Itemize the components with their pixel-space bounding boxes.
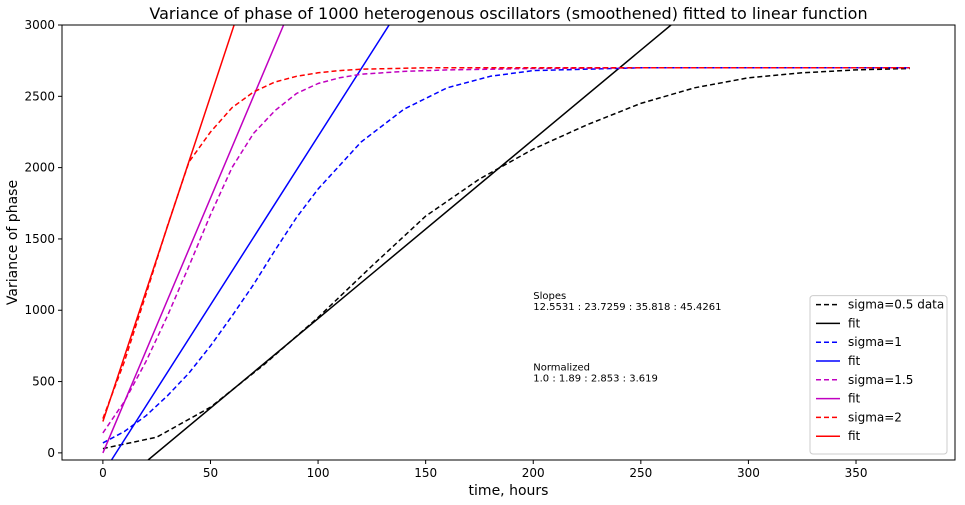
y-axis-title: Variance of phase [5, 180, 21, 305]
series-line-0 [102, 67, 910, 450]
series-line-5 [102, 25, 285, 454]
y-tick-label-2: 1000 [24, 303, 55, 317]
y-tick-label-4: 2000 [24, 161, 55, 175]
legend-label-4: sigma=1.5 [848, 373, 913, 387]
annotation-1-line-0: Normalized [533, 363, 590, 374]
y-tick-label-5: 2500 [24, 89, 55, 103]
legend-label-7: fit [848, 429, 861, 443]
legend-label-5: fit [848, 392, 861, 406]
series-line-2 [102, 67, 910, 444]
series-line-4 [102, 67, 910, 434]
legend-label-0: sigma=0.5 data [848, 298, 944, 312]
y-tick-label-0: 0 [47, 446, 55, 460]
series-layer [102, 25, 910, 460]
ticks-layer: 0 50 100 150 200 250 300 350 0 500 1000 1500 2000 250… [24, 18, 867, 480]
x-tick-label-2: 100 [307, 466, 330, 480]
x-tick-label-0: 0 [99, 466, 107, 480]
series-line-7 [102, 25, 235, 422]
x-tick-label-7: 350 [845, 466, 868, 480]
annotation-0-line-0: Slopes [533, 291, 566, 302]
annotation-1-line-1: 1.0 : 1.89 : 2.853 : 3.619 [533, 374, 658, 385]
legend-box [809, 295, 948, 455]
legend-label-3: fit [848, 354, 861, 368]
chart-title: Variance of phase of 1000 heterogenous o… [149, 4, 867, 23]
y-tick-label-3: 1500 [24, 232, 55, 246]
annotation-0-line-1: 12.5531 : 23.7259 : 35.818 : 45.4261 [533, 302, 721, 313]
series-line-1 [147, 25, 672, 460]
x-tick-label-1: 50 [203, 466, 218, 480]
x-tick-label-3: 150 [414, 466, 437, 480]
y-tick-label-1: 500 [32, 375, 55, 389]
legend: sigma=0.5 data fit sigma=1 fit sigma=1.5 fit s… [809, 295, 948, 455]
y-tick-label-6: 3000 [24, 18, 55, 32]
legend-label-2: sigma=1 [848, 335, 902, 349]
series-line-3 [110, 25, 390, 460]
legend-label-6: sigma=2 [848, 410, 902, 424]
legend-label-1: fit [848, 316, 861, 330]
x-tick-label-6: 300 [737, 466, 760, 480]
plot-frame [61, 24, 956, 461]
x-tick-label-5: 250 [629, 466, 652, 480]
x-axis-title: time, hours [469, 483, 549, 499]
x-tick-label-4: 200 [522, 466, 545, 480]
series-line-6 [102, 67, 910, 419]
